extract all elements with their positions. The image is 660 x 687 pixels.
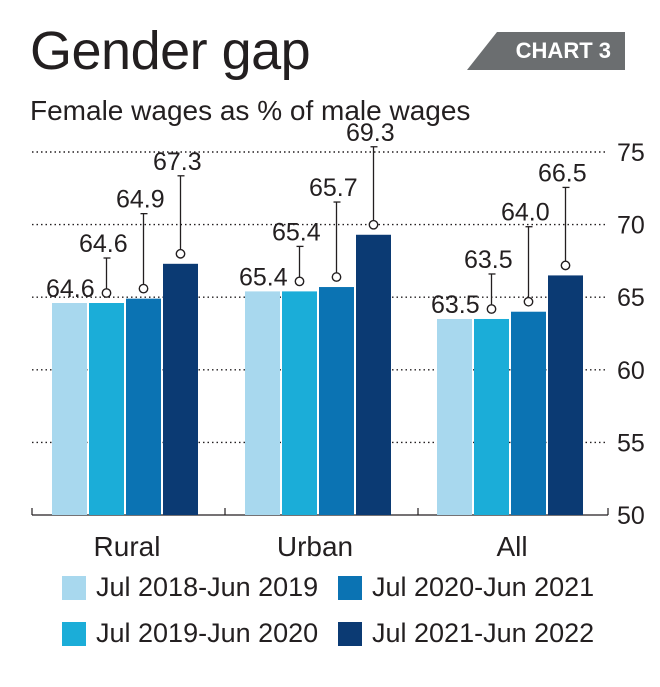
bar xyxy=(319,287,354,515)
data-label: 65.4 xyxy=(272,218,321,246)
label-leader-dot xyxy=(101,288,112,298)
legend-swatch xyxy=(338,621,362,646)
bar xyxy=(548,275,583,515)
legend-item-2021-2022: Jul 2021-Jun 2022 xyxy=(338,618,594,649)
y-tick-label: 60 xyxy=(617,357,645,385)
y-tick-label: 70 xyxy=(617,212,645,240)
bar xyxy=(437,318,472,515)
legend-swatch xyxy=(62,575,86,600)
bar xyxy=(126,298,161,515)
bar xyxy=(356,234,391,515)
bar-chart: 50 55 60 65 70 75 64.6 64.6 64.9 67.3 Rural 65.4 65.… xyxy=(31,119,645,562)
label-leader-dot xyxy=(368,219,379,230)
legend-label: Jul 2021-Jun 2022 xyxy=(372,618,595,648)
data-label: 65.7 xyxy=(309,174,358,202)
y-tick-label: 75 xyxy=(617,139,645,167)
x-category-label: Urban xyxy=(277,531,353,562)
legend-item-2018-2019: Jul 2018-Jun 2019 xyxy=(62,572,318,603)
legend-swatch xyxy=(338,575,362,600)
label-leader-dot xyxy=(560,260,571,271)
x-category-label: All xyxy=(496,531,527,562)
bar xyxy=(52,303,87,515)
y-tick-label: 50 xyxy=(617,502,645,530)
bar xyxy=(474,318,509,515)
data-label: 64.6 xyxy=(79,230,128,258)
label-leader-dot xyxy=(486,304,497,314)
data-label: 64.6 xyxy=(46,275,95,303)
bar xyxy=(89,303,124,515)
chart-subtitle: Female wages as % of male wages xyxy=(30,95,471,126)
data-label: 63.5 xyxy=(431,291,480,319)
legend-label: Jul 2020-Jun 2021 xyxy=(372,572,595,602)
bar xyxy=(245,291,280,515)
legend-label: Jul 2018-Jun 2019 xyxy=(96,572,319,602)
legend-swatch xyxy=(62,621,86,646)
data-label: 63.5 xyxy=(464,246,513,274)
label-leader-dot xyxy=(523,296,534,307)
label-leader-dot xyxy=(175,248,186,259)
legend: Jul 2018-Jun 2019 Jul 2019-Jun 2020 Jul … xyxy=(62,572,622,672)
bar xyxy=(511,311,546,515)
data-label: 64.0 xyxy=(501,199,550,227)
x-category-label: Rural xyxy=(94,531,161,562)
data-label: 69.3 xyxy=(346,119,395,147)
y-tick-label: 65 xyxy=(617,284,645,312)
chart-title: Gender gap xyxy=(30,21,311,81)
label-leader-dot xyxy=(294,276,305,287)
data-label: 65.4 xyxy=(239,263,288,291)
bar xyxy=(282,291,317,515)
data-label: 67.3 xyxy=(153,148,202,176)
bar xyxy=(163,263,198,515)
y-tick-label: 55 xyxy=(617,429,645,457)
data-label: 64.9 xyxy=(116,186,165,214)
data-label: 66.5 xyxy=(538,159,587,187)
label-leader-dot xyxy=(138,283,149,294)
chart-number-tag: CHART 3 xyxy=(467,32,625,70)
legend-label: Jul 2019-Jun 2020 xyxy=(96,618,319,648)
legend-item-2020-2021: Jul 2020-Jun 2021 xyxy=(338,572,594,603)
legend-item-2019-2020: Jul 2019-Jun 2020 xyxy=(62,618,318,649)
label-leader-dot xyxy=(331,272,342,282)
